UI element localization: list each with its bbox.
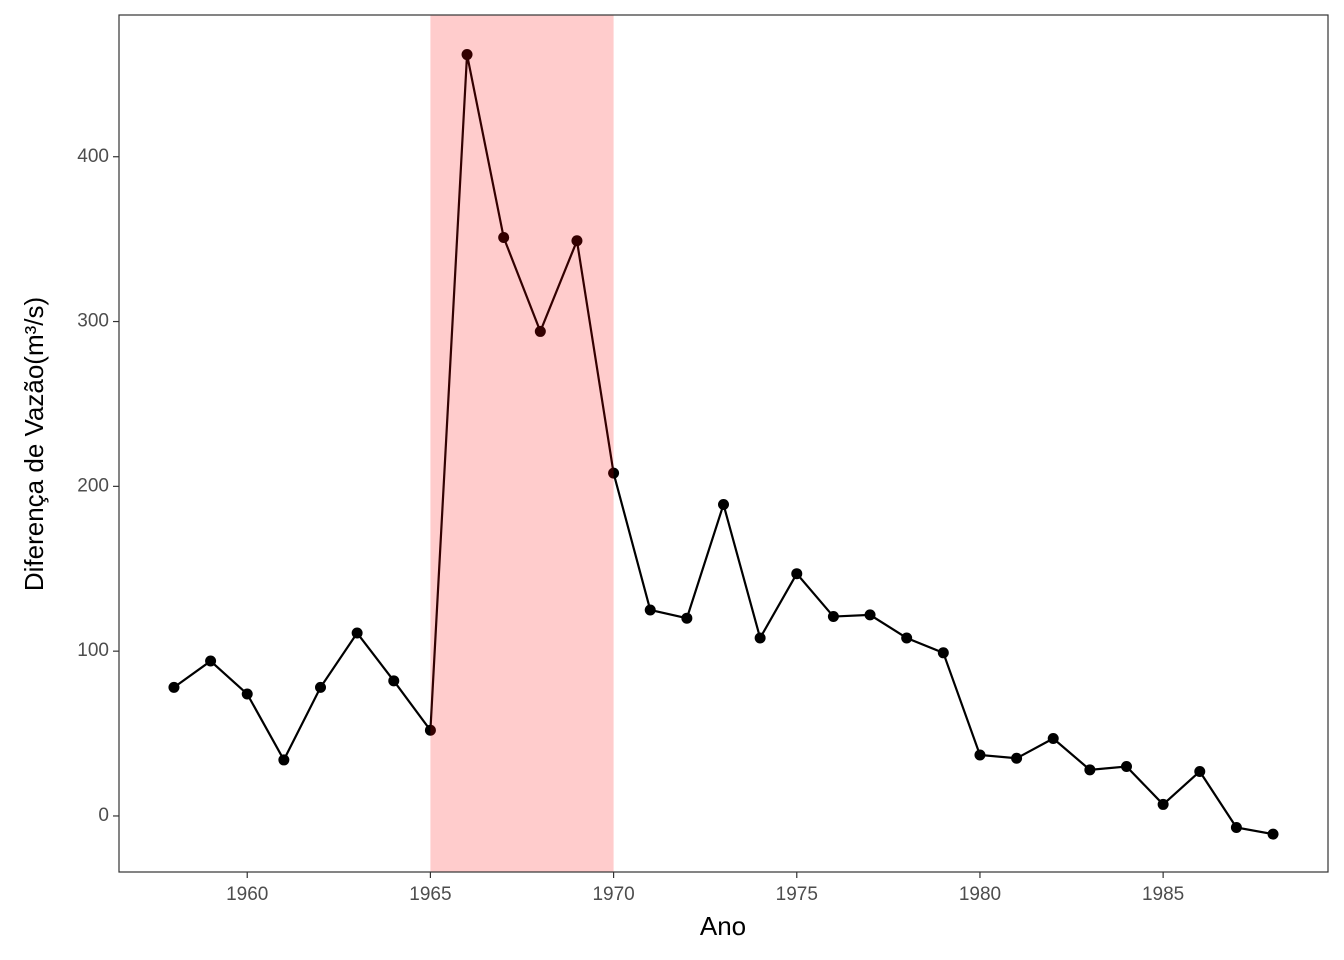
y-tick-label: 100 bbox=[77, 640, 109, 661]
y-tick-label: 300 bbox=[77, 311, 109, 332]
line bbox=[173, 54, 1274, 836]
x-tick-label: 1975 bbox=[776, 884, 818, 905]
x-axis-title: Ano bbox=[700, 911, 746, 941]
point bbox=[644, 604, 656, 616]
point bbox=[461, 49, 473, 61]
point bbox=[1267, 828, 1279, 840]
x-tick-label: 1965 bbox=[409, 884, 451, 905]
highlight-band bbox=[430, 15, 614, 872]
point bbox=[278, 754, 290, 766]
point bbox=[388, 675, 400, 687]
point bbox=[498, 231, 510, 243]
y-axis-title: Diferença de Vazão(m³/s) bbox=[19, 297, 49, 591]
x-tick-label: 1970 bbox=[592, 884, 634, 905]
point bbox=[1011, 752, 1023, 764]
point bbox=[424, 724, 436, 736]
point bbox=[1047, 733, 1059, 745]
point bbox=[241, 688, 253, 700]
point bbox=[1157, 798, 1169, 810]
point bbox=[315, 681, 326, 693]
point bbox=[1121, 761, 1132, 773]
point bbox=[168, 681, 180, 693]
point bbox=[937, 647, 949, 659]
y-tick-label: 0 bbox=[98, 805, 109, 826]
point bbox=[351, 627, 363, 639]
point bbox=[571, 235, 583, 247]
point bbox=[681, 612, 693, 624]
point bbox=[1084, 764, 1096, 776]
point bbox=[534, 325, 546, 337]
point bbox=[754, 632, 766, 644]
point bbox=[205, 655, 217, 667]
y-tick-label: 200 bbox=[77, 475, 109, 496]
x-tick-label: 1980 bbox=[959, 884, 1001, 905]
point bbox=[791, 568, 803, 580]
point bbox=[864, 609, 876, 621]
point bbox=[608, 467, 620, 479]
x-tick-label: 1960 bbox=[226, 884, 268, 905]
point bbox=[827, 611, 839, 623]
point bbox=[718, 498, 729, 510]
point bbox=[1194, 765, 1206, 777]
point bbox=[974, 749, 986, 761]
y-tick-label: 400 bbox=[77, 146, 109, 167]
point bbox=[901, 632, 913, 644]
panel-border bbox=[118, 14, 1329, 873]
point bbox=[1230, 822, 1242, 834]
x-tick-label: 1985 bbox=[1142, 884, 1184, 905]
